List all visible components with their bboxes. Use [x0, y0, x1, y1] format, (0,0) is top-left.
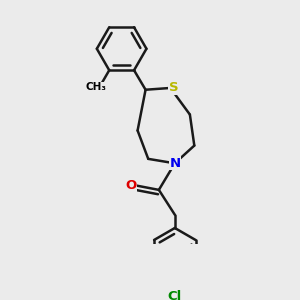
Text: S: S: [169, 82, 179, 94]
Text: CH₃: CH₃: [85, 82, 106, 92]
Text: Cl: Cl: [168, 290, 182, 300]
Text: N: N: [169, 157, 180, 170]
Text: O: O: [125, 179, 136, 192]
